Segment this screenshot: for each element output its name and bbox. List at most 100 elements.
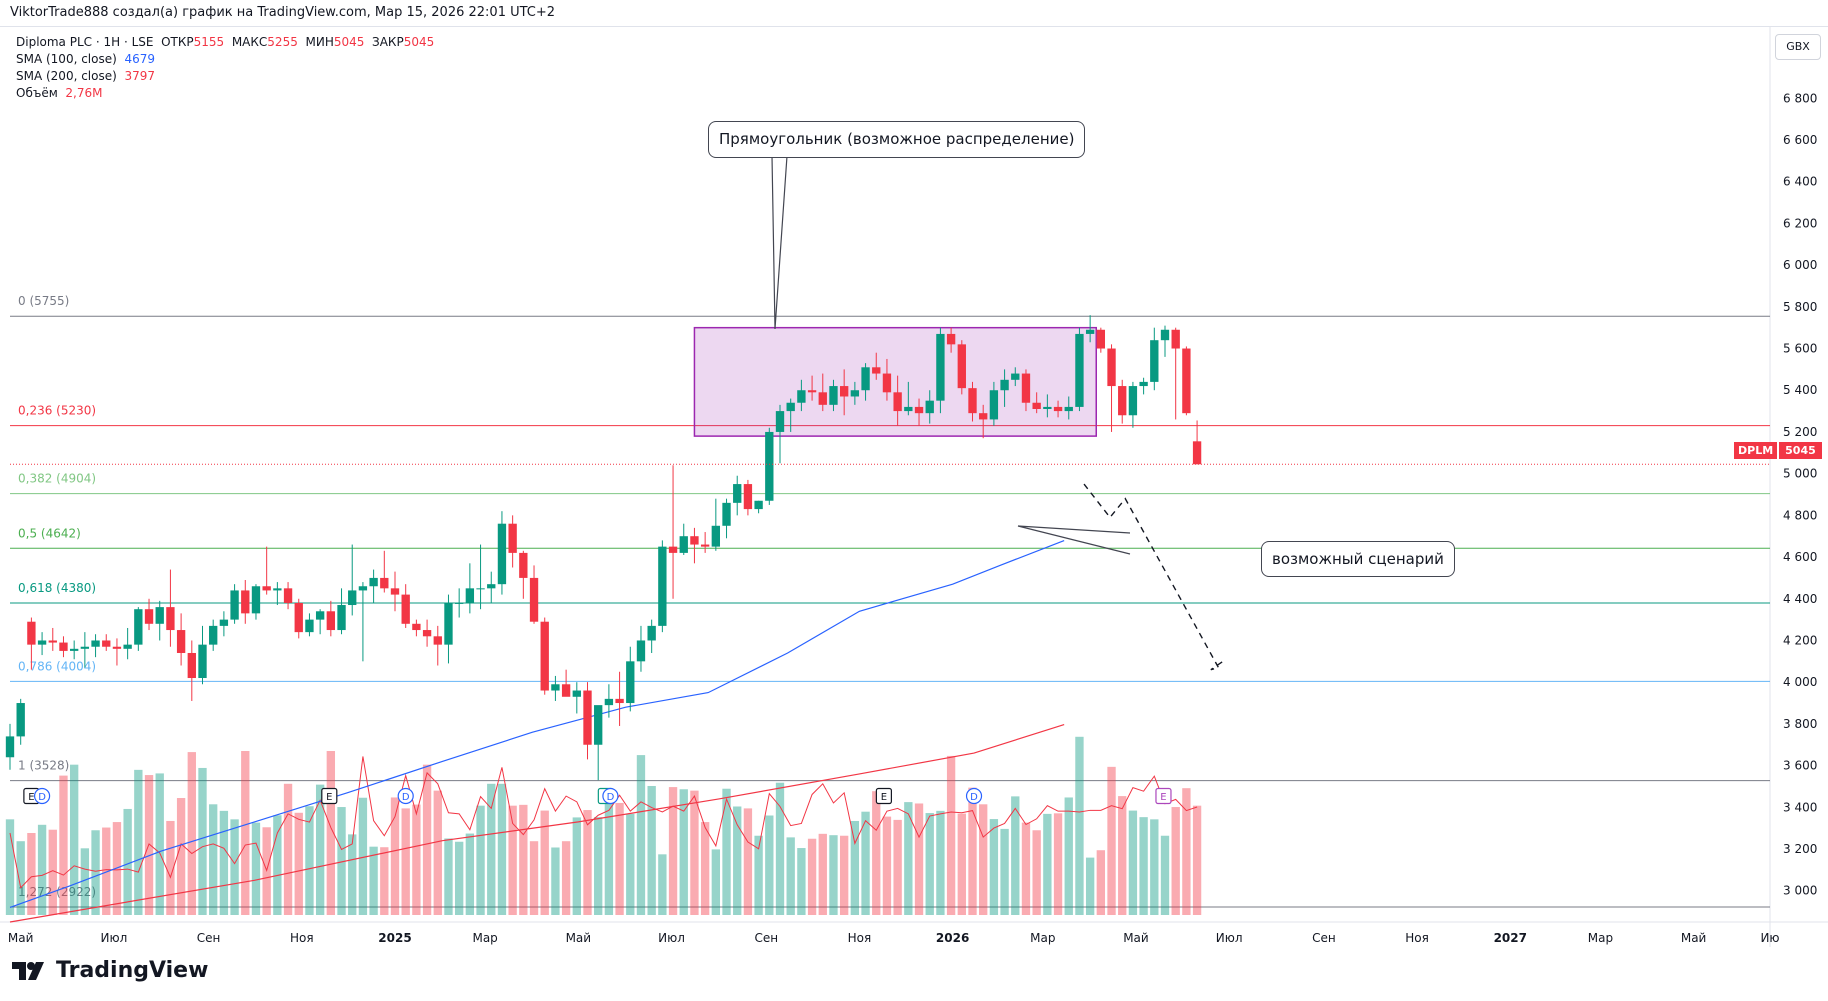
y-tick-label: 4 800	[1783, 508, 1817, 522]
y-tick-label: 3 600	[1783, 759, 1817, 773]
tradingview-logo[interactable]: TradingView	[12, 958, 208, 983]
candle-body	[914, 406, 924, 414]
volume-bar	[658, 854, 667, 915]
volume-bar	[294, 812, 303, 915]
volume-bar	[647, 785, 656, 915]
tradingview-logo-icon	[12, 961, 44, 980]
dividend-marker-label: D	[970, 792, 978, 803]
volume-bar	[251, 822, 261, 915]
candle-body	[893, 392, 902, 412]
y-tick-label: 5 200	[1783, 425, 1817, 439]
candle-body	[1043, 406, 1052, 409]
candle-body	[711, 525, 721, 547]
candle-body	[615, 698, 624, 704]
y-tick-label: 4 600	[1783, 550, 1817, 564]
candle-body	[872, 367, 881, 374]
x-tick-label: Май	[1681, 931, 1707, 945]
fib-level-label: 1,272 (2922)	[18, 885, 96, 899]
volume-bar	[733, 806, 742, 915]
dividend-marker-label: D	[38, 792, 46, 803]
volume-bar	[968, 787, 977, 915]
fib-level-label: 0,236 (5230)	[18, 404, 96, 418]
x-tick-label: Май	[566, 931, 592, 945]
candlestick-chart[interactable]: 3 000 3 200 3 400 3 600 3 800 4 000 4 200 4 400…	[0, 27, 1828, 947]
candle-body	[155, 607, 164, 624]
candle-body	[358, 586, 368, 591]
candle-body	[112, 646, 122, 649]
legend-sma100-row[interactable]: SMA (100, close) 4679	[16, 51, 434, 68]
earnings-marker	[875, 787, 892, 805]
candle-body	[422, 630, 432, 637]
legend-sma100-label: SMA (100, close)	[16, 52, 117, 66]
volume-bar	[1150, 819, 1159, 915]
volume-bar	[1064, 797, 1073, 915]
scenario-callout-pointer	[1017, 525, 1131, 555]
volume-bar	[241, 751, 250, 915]
y-tick-label: 4 200	[1783, 633, 1817, 647]
volume-bar	[1128, 810, 1138, 915]
volume-bar	[979, 804, 988, 915]
candle-body	[209, 625, 218, 645]
x-tick-label: Июл	[658, 931, 685, 945]
volume-bar	[444, 838, 453, 915]
volume-bar	[679, 789, 688, 915]
volume-bar	[5, 819, 15, 915]
candle-body	[1000, 379, 1009, 391]
candle-body	[144, 609, 154, 624]
volume-bar	[16, 841, 25, 915]
volume-bar	[80, 848, 90, 915]
sma200-line	[9, 723, 1065, 923]
legend-volume-row[interactable]: Объём 2,76M	[16, 85, 434, 102]
candle-body	[829, 386, 838, 405]
candle-body	[540, 621, 549, 691]
attribution-text: ViktorTrade888 создал(а) график на Tradi…	[10, 5, 556, 20]
candle-body	[433, 636, 442, 645]
earnings-marker-label: E	[1160, 792, 1166, 803]
candle-body	[262, 586, 271, 591]
candle-body	[187, 652, 196, 679]
chart-area[interactable]: 3 000 3 200 3 400 3 600 3 800 4 000 4 200 4 400…	[0, 27, 1828, 947]
candle-body	[1192, 441, 1202, 465]
candle-body	[979, 413, 988, 420]
candle-body	[850, 390, 860, 397]
legend-sma100-value: 4679	[124, 52, 155, 66]
legend-symbol-row[interactable]: Diploma PLC · 1Н · LSE ОТКР5155 МАКС5255…	[16, 34, 434, 51]
currency-button[interactable]: GBX	[1775, 34, 1821, 60]
candle-body	[1118, 386, 1127, 416]
volume-bar	[957, 813, 966, 915]
candle-body	[658, 546, 667, 626]
volume-bar	[626, 813, 635, 915]
legend-symbol: Diploma PLC · 1Н · LSE	[16, 35, 154, 49]
x-tick-label: Ноя	[290, 931, 314, 945]
y-tick-label: 5 800	[1783, 300, 1817, 314]
volume-bar	[37, 824, 47, 915]
candle-body	[700, 544, 710, 547]
volume-bar	[59, 775, 68, 915]
volume-bar	[1192, 805, 1202, 915]
volume-bar	[1107, 766, 1116, 915]
y-tick-label: 3 400	[1783, 800, 1817, 814]
candle-body	[861, 367, 870, 391]
candle-body	[797, 390, 806, 403]
volume-bar	[176, 798, 186, 915]
candle-body	[519, 552, 528, 578]
volume-bar	[1118, 796, 1127, 915]
volume-bar	[497, 783, 507, 915]
x-tick-label: Мар	[1588, 931, 1613, 945]
legend-open-label: ОТКР	[161, 35, 194, 49]
candle-body	[583, 690, 592, 745]
volume-bar	[508, 805, 517, 915]
y-tick-label: 3 200	[1783, 842, 1817, 856]
legend-sma200-row[interactable]: SMA (200, close) 3797	[16, 68, 434, 85]
candle-body	[904, 406, 913, 412]
y-tick-label: 4 400	[1783, 592, 1817, 606]
volume-bar	[1160, 835, 1170, 915]
candle-body	[561, 684, 571, 697]
volume-bar	[797, 848, 806, 915]
price-tag-symbol: DPLM	[1734, 442, 1778, 459]
scenario-path	[1083, 483, 1227, 671]
volume-bar	[914, 803, 924, 915]
scenario-callout[interactable]: возможный сценарий	[1261, 541, 1455, 577]
x-tick-label: 2027	[1494, 931, 1527, 945]
rectangle-callout[interactable]: Прямоугольник (возможное распределение)	[708, 121, 1086, 158]
